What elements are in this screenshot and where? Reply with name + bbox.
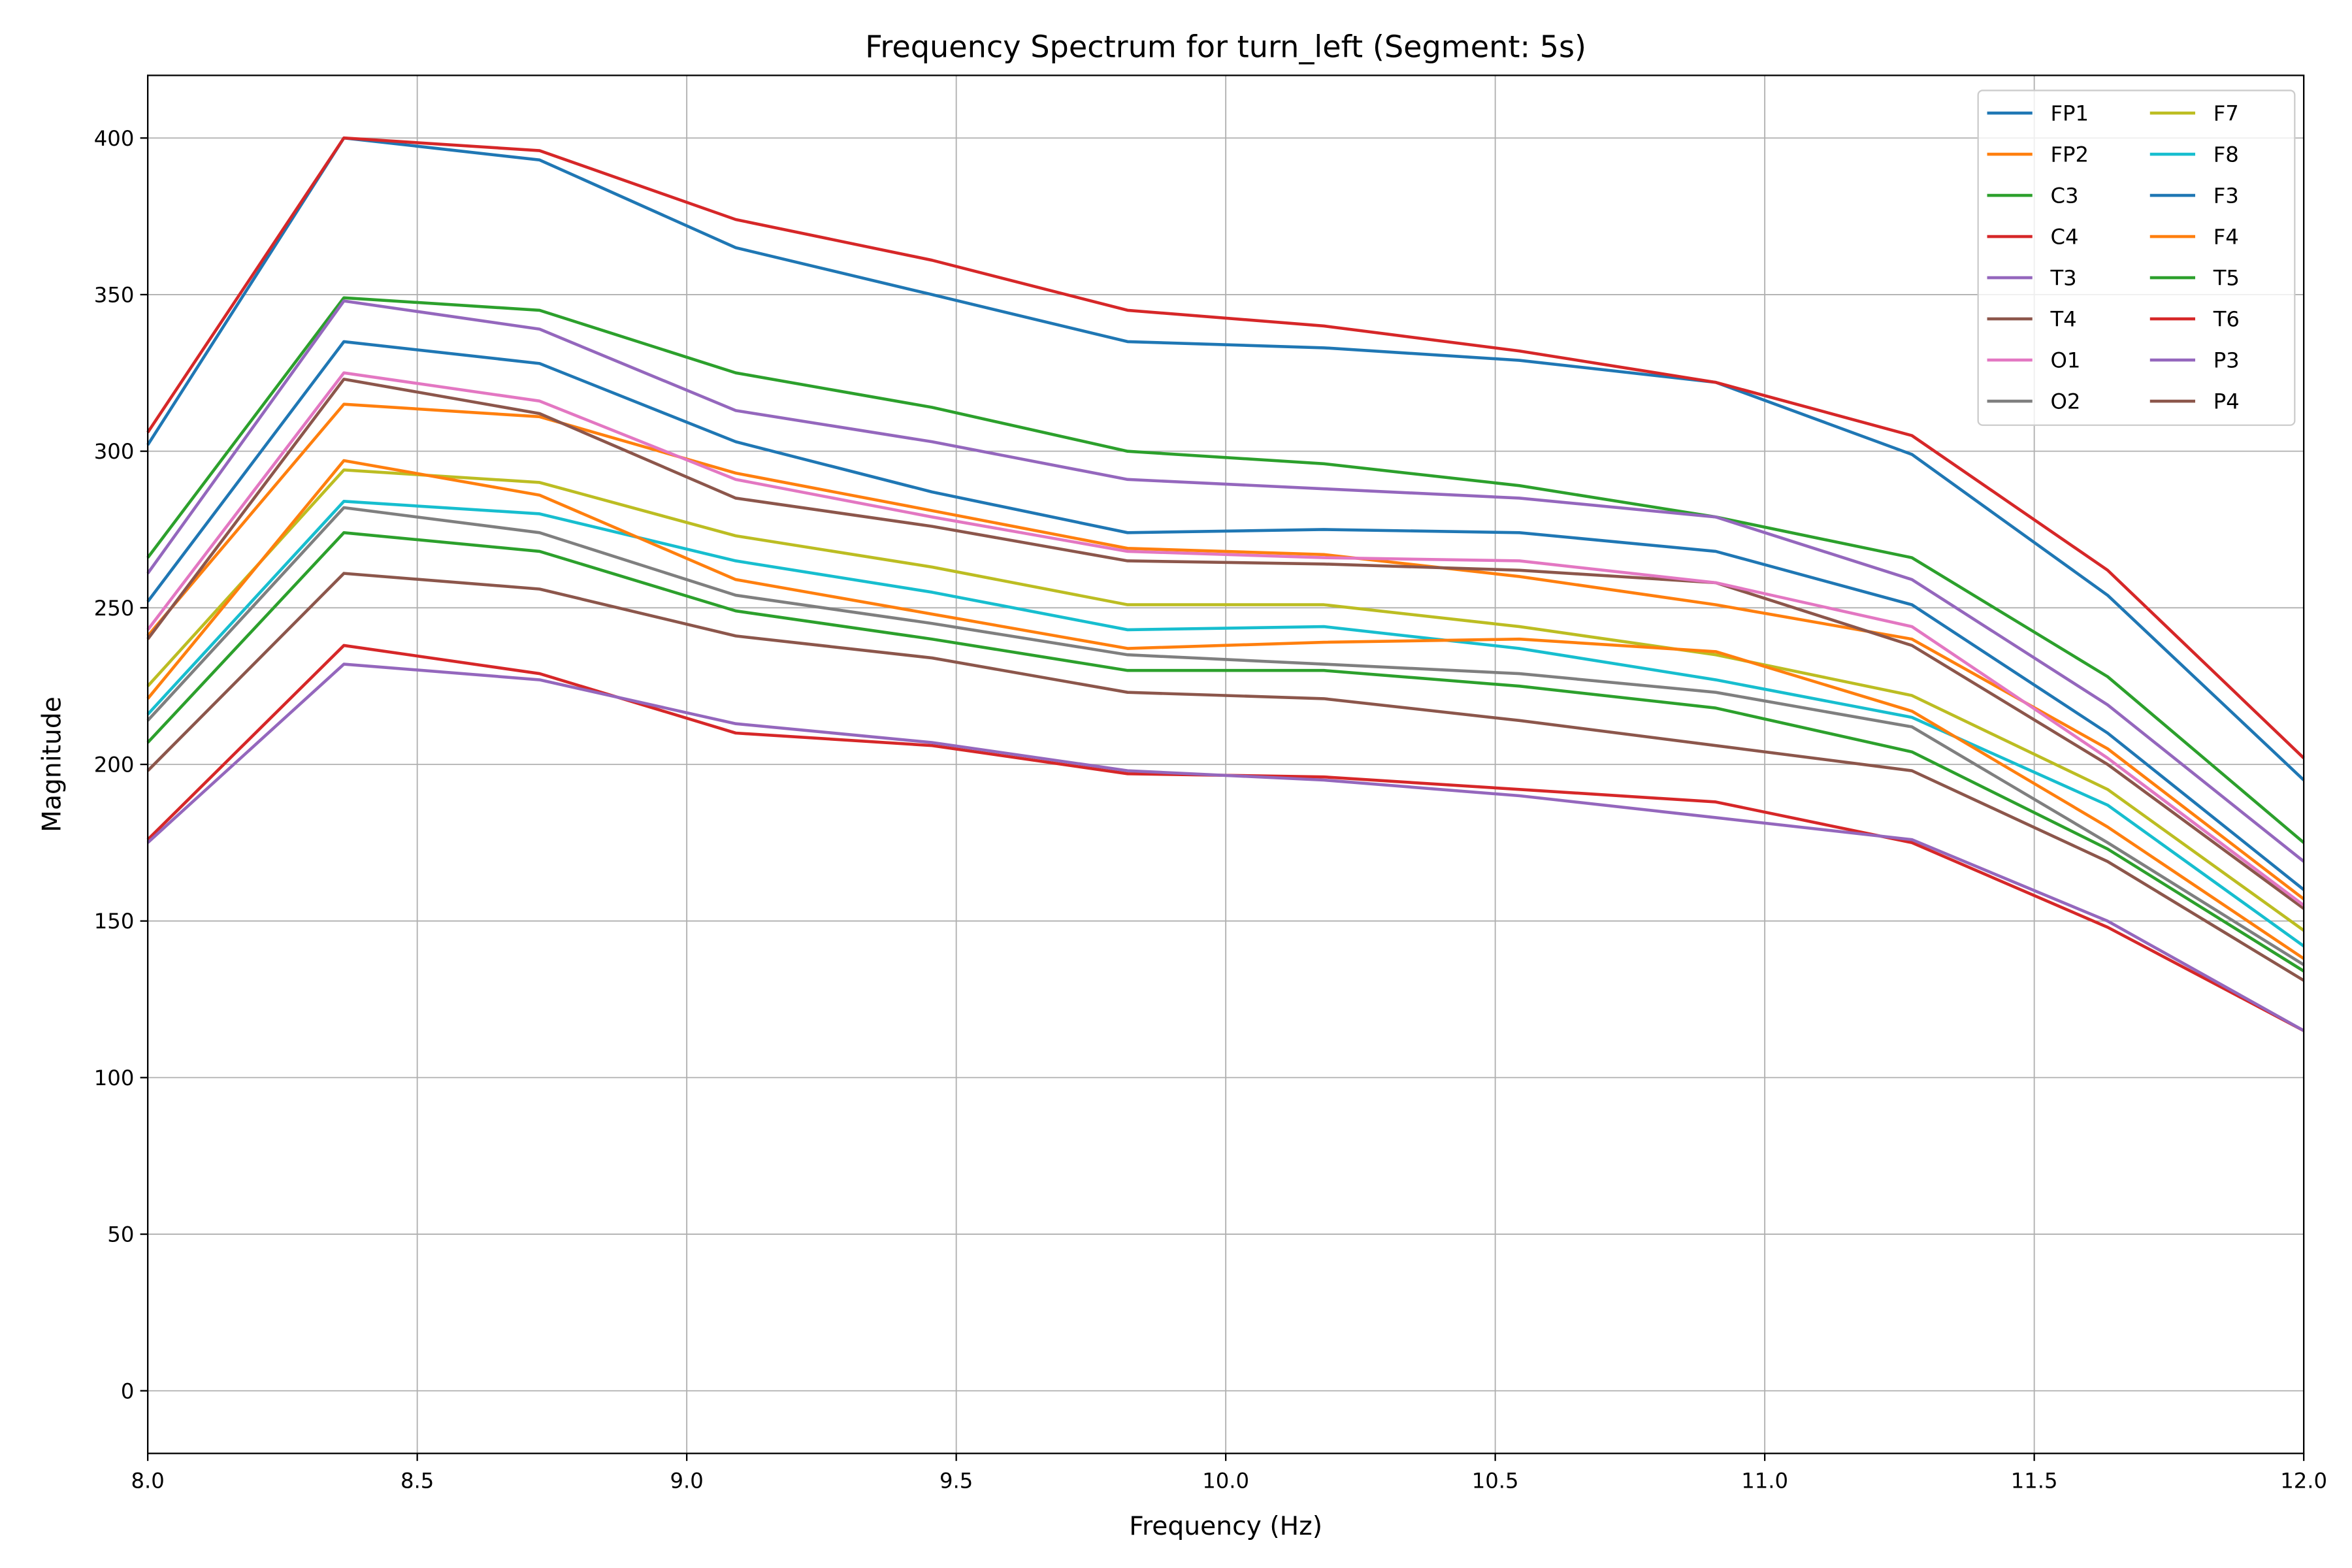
x-tick-label: 10.5 xyxy=(1472,1469,1519,1494)
legend-label: F7 xyxy=(2213,101,2239,126)
series-line-t5 xyxy=(146,531,2305,973)
x-tick-label: 11.0 xyxy=(1741,1469,1788,1494)
series-line-t4 xyxy=(146,378,2305,910)
legend-label: F4 xyxy=(2213,225,2239,250)
y-tick-label: 200 xyxy=(94,753,135,777)
y-tick-label: 50 xyxy=(107,1222,134,1247)
legend-label: T5 xyxy=(2213,266,2240,291)
y-tick-label: 400 xyxy=(94,126,135,151)
legend: FP1 FP2 C3 C4 T3 T4 O1 O2 F7 F8 F3 F4 T5 T6 P3 P4 xyxy=(1977,90,2296,426)
series-line-t3 xyxy=(146,299,2305,863)
x-tick-label: 11.5 xyxy=(2011,1469,2058,1494)
x-tick-label: 9.0 xyxy=(670,1469,703,1494)
x-tick-label: 8.0 xyxy=(131,1469,164,1494)
legend-label: P3 xyxy=(2213,348,2240,373)
legend-box xyxy=(1977,90,2296,426)
legend-label: C3 xyxy=(2050,184,2078,208)
series-lines xyxy=(146,136,2305,1032)
y-tick-label: 300 xyxy=(94,439,135,464)
series-line-f4 xyxy=(146,459,2305,960)
legend-label: FP2 xyxy=(2050,142,2089,167)
y-tick-label: 150 xyxy=(94,909,135,934)
series-line-fp2 xyxy=(146,402,2305,900)
x-tick-label: 9.5 xyxy=(939,1469,973,1494)
series-line-f3 xyxy=(146,340,2305,891)
x-tick-label: 10.0 xyxy=(1202,1469,1249,1494)
x-axis-label: Frequency (Hz) xyxy=(1129,1512,1322,1541)
series-line-c3 xyxy=(146,296,2305,844)
y-axis-label: Magnitude xyxy=(37,696,67,832)
ticks: 8.0 8.5 9.0 9.5 10.0 10.5 11.0 11.5 12.0 0 50 100 15… xyxy=(94,126,2327,1494)
series-line-c4 xyxy=(146,136,2305,759)
chart-title: Frequency Spectrum for turn_left (Segmen… xyxy=(865,29,1586,65)
legend-label: FP1 xyxy=(2050,101,2089,126)
y-tick-label: 0 xyxy=(121,1379,135,1403)
y-tick-label: 100 xyxy=(94,1066,135,1090)
legend-label: O2 xyxy=(2050,389,2080,414)
x-tick-label: 8.5 xyxy=(400,1469,434,1494)
y-tick-label: 250 xyxy=(94,596,135,621)
legend-label: T3 xyxy=(2050,266,2076,291)
legend-label: C4 xyxy=(2050,225,2078,250)
series-line-o1 xyxy=(146,371,2305,907)
x-tick-label: 12.0 xyxy=(2280,1469,2327,1494)
legend-label: F8 xyxy=(2213,142,2239,167)
legend-label: F3 xyxy=(2213,184,2239,208)
series-line-p3 xyxy=(146,662,2305,1032)
legend-label: T6 xyxy=(2213,307,2240,332)
y-tick-label: 350 xyxy=(94,282,135,307)
series-line-f7 xyxy=(146,468,2305,932)
legend-label: T4 xyxy=(2050,307,2076,332)
legend-label: P4 xyxy=(2213,389,2240,414)
series-line-p4 xyxy=(146,572,2305,982)
series-line-o2 xyxy=(146,506,2305,966)
series-line-fp1 xyxy=(146,136,2305,781)
legend-label: O1 xyxy=(2050,348,2080,373)
